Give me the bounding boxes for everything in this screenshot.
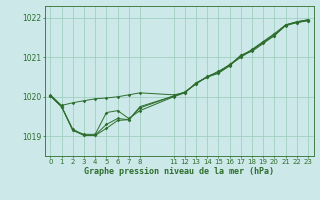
X-axis label: Graphe pression niveau de la mer (hPa): Graphe pression niveau de la mer (hPa) [84, 167, 274, 176]
